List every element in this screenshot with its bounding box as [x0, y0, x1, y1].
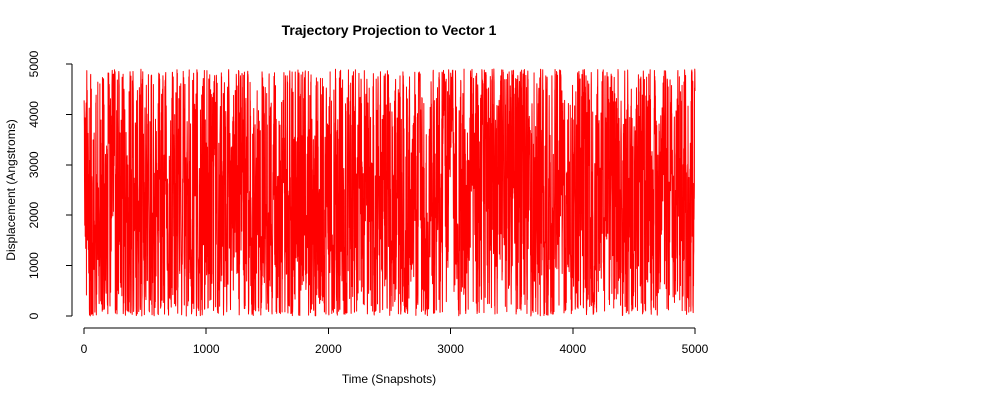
plot-area — [83, 68, 696, 317]
y-tick-label: 1000 — [27, 252, 41, 279]
x-tick-label: 1000 — [193, 342, 220, 356]
series-line — [83, 68, 696, 317]
y-tick-label: 2000 — [27, 202, 41, 229]
x-axis: 0 1000 2000 3000 4000 5000 — [81, 327, 709, 356]
x-tick-label: 5000 — [682, 342, 709, 356]
y-tick-label: 4000 — [27, 101, 41, 128]
x-tick-label: 3000 — [437, 342, 464, 356]
x-tick-label: 0 — [81, 342, 88, 356]
y-tick-label: 3000 — [27, 151, 41, 178]
x-tick-label: 4000 — [559, 342, 586, 356]
y-axis-label: Displacement (Angstroms) — [4, 119, 18, 260]
x-tick-label: 2000 — [315, 342, 342, 356]
y-axis: 0 1000 2000 3000 4000 5000 — [27, 50, 73, 319]
y-tick-label: 0 — [27, 312, 41, 319]
y-tick-label: 5000 — [27, 50, 41, 77]
chart-title: Trajectory Projection to Vector 1 — [282, 22, 497, 38]
x-axis-label: Time (Snapshots) — [342, 372, 436, 386]
